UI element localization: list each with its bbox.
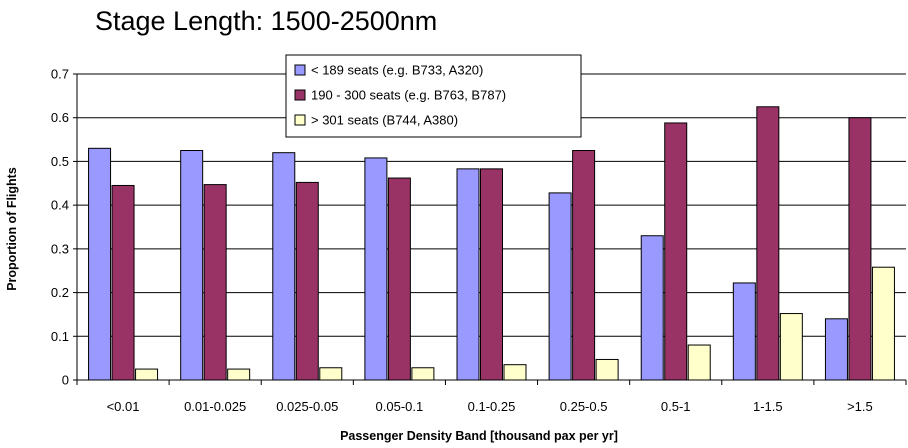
x-tick-label: 0.01-0.025 [184,399,246,414]
bar [572,150,596,381]
bar [664,122,688,381]
x-tick-label: 0.025-0.05 [276,399,338,414]
legend-box [285,54,582,138]
y-tick-label: 0 [62,373,69,388]
legend-swatch [294,114,306,126]
y-tick-label: 0.2 [51,285,69,300]
bar [135,368,159,381]
legend: < 189 seats (e.g. B733, A320) 190 - 300 s… [285,54,582,138]
bar [272,152,296,381]
x-tick-label: 1-1.5 [753,399,783,414]
bar [88,147,112,381]
x-tick-label: 0.1-0.25 [468,399,516,414]
bar [824,318,848,381]
legend-label: > 301 seats (B744, A380) [311,113,458,128]
bar [203,184,227,381]
bar [756,106,780,381]
bar [548,192,572,381]
bar [503,364,527,381]
y-tick-label: 0.5 [51,154,69,169]
bar [364,157,388,381]
x-axis-label: Passenger Density Band [thousand pax per… [340,429,618,443]
bar [227,368,251,381]
bar [732,282,756,381]
y-axis-label: Proportion of Flights [5,167,19,291]
x-tick-label: <0.01 [107,399,140,414]
x-tick-label: 0.05-0.1 [376,399,424,414]
bar [848,117,872,381]
y-tick-label: 0.7 [51,67,69,82]
bar [387,177,411,381]
bar [595,358,619,381]
y-tick-label: 0.6 [51,110,69,125]
chart-title: Stage Length: 1500-2500nm [95,6,438,36]
y-tick-label: 0.1 [51,329,69,344]
bar [180,150,204,381]
x-tick-labels: <0.01 0.01-0.025 0.025-0.05 0.05-0.1 0.1-0.2… [107,399,873,414]
y-tick-label: 0.3 [51,241,69,256]
bar [687,344,711,381]
y-tick-label: 0.4 [51,198,69,213]
legend-swatch [294,64,306,76]
bar [295,181,319,381]
bar [640,235,664,381]
x-tick-label: 0.25-0.5 [560,399,608,414]
bar [319,367,343,381]
x-tick-label: >1.5 [847,399,873,414]
legend-label: < 189 seats (e.g. B733, A320) [311,63,483,78]
bar [411,367,435,381]
bar [480,168,503,381]
bar [779,313,803,381]
bar [871,266,895,381]
legend-swatch [294,89,306,101]
bar [456,168,480,381]
bars [88,106,895,381]
y-tick-labels: 0 0.1 0.2 0.3 0.4 0.5 0.6 0.7 [51,67,69,388]
x-tick-label: 0.5-1 [661,399,691,414]
bar [111,184,135,381]
legend-label: 190 - 300 seats (e.g. B763, B787) [311,88,506,103]
axes [73,73,907,385]
